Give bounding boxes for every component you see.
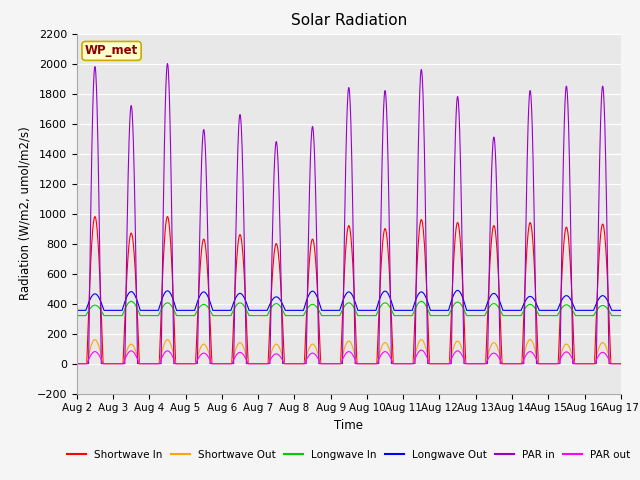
- Shortwave Out: [73, 361, 81, 367]
- Longwave In: [617, 313, 625, 319]
- Shortwave In: [478, 361, 486, 367]
- Shortwave In: [140, 361, 148, 367]
- PAR in: [73, 361, 81, 367]
- PAR out: [73, 361, 81, 367]
- Legend: Shortwave In, Shortwave Out, Longwave In, Longwave Out, PAR in, PAR out: Shortwave In, Shortwave Out, Longwave In…: [63, 445, 635, 464]
- Longwave In: [319, 313, 326, 319]
- Shortwave In: [319, 361, 326, 367]
- Longwave Out: [478, 308, 486, 313]
- Shortwave In: [247, 361, 255, 367]
- PAR out: [252, 361, 260, 367]
- PAR out: [87, 352, 95, 358]
- Longwave Out: [319, 308, 326, 313]
- Longwave In: [140, 313, 148, 319]
- Longwave Out: [617, 308, 625, 313]
- Line: Longwave In: Longwave In: [77, 301, 621, 316]
- PAR out: [478, 361, 486, 367]
- Line: Shortwave Out: Shortwave Out: [77, 339, 621, 364]
- PAR out: [417, 347, 425, 353]
- PAR in: [252, 361, 260, 367]
- Longwave Out: [140, 308, 148, 313]
- PAR in: [247, 361, 255, 367]
- Shortwave In: [91, 214, 99, 219]
- Shortwave In: [617, 361, 625, 367]
- PAR out: [247, 361, 255, 367]
- Shortwave Out: [91, 336, 99, 342]
- Shortwave Out: [319, 361, 326, 367]
- Shortwave Out: [478, 361, 486, 367]
- Shortwave In: [252, 361, 260, 367]
- PAR in: [478, 361, 486, 367]
- Line: Shortwave In: Shortwave In: [77, 216, 621, 364]
- PAR in: [87, 193, 95, 199]
- Text: WP_met: WP_met: [85, 44, 138, 58]
- Shortwave Out: [617, 361, 625, 367]
- PAR out: [319, 361, 326, 367]
- Shortwave Out: [140, 361, 148, 367]
- PAR out: [617, 361, 625, 367]
- Longwave Out: [73, 308, 81, 313]
- Longwave In: [478, 313, 486, 319]
- Title: Solar Radiation: Solar Radiation: [291, 13, 407, 28]
- Shortwave Out: [247, 361, 255, 367]
- Longwave In: [252, 313, 260, 319]
- Y-axis label: Radiation (W/m2, umol/m2/s): Radiation (W/m2, umol/m2/s): [18, 127, 31, 300]
- PAR in: [164, 60, 172, 66]
- Longwave Out: [252, 308, 260, 313]
- Longwave In: [127, 299, 135, 304]
- Longwave In: [73, 313, 81, 319]
- Longwave In: [87, 304, 95, 310]
- PAR out: [140, 361, 148, 367]
- Shortwave Out: [252, 361, 260, 367]
- Longwave Out: [247, 308, 255, 313]
- Longwave In: [247, 313, 255, 319]
- Line: Longwave Out: Longwave Out: [77, 290, 621, 311]
- Shortwave In: [73, 361, 81, 367]
- Longwave Out: [454, 288, 461, 293]
- PAR in: [319, 361, 326, 367]
- PAR in: [617, 361, 625, 367]
- Longwave Out: [87, 295, 95, 300]
- Line: PAR out: PAR out: [77, 350, 621, 364]
- Shortwave Out: [87, 343, 95, 349]
- PAR in: [140, 361, 148, 367]
- Line: PAR in: PAR in: [77, 63, 621, 364]
- Shortwave In: [87, 254, 95, 260]
- X-axis label: Time: Time: [334, 419, 364, 432]
